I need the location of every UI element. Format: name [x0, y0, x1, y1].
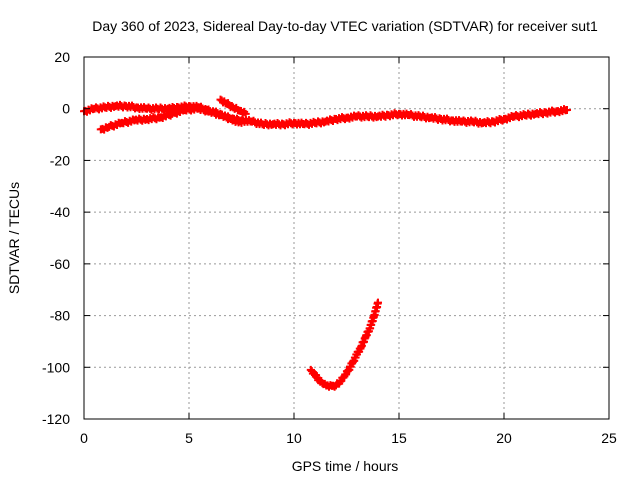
chart-title: Day 360 of 2023, Sidereal Day-to-day VTE… — [92, 18, 598, 34]
data-point — [241, 109, 250, 118]
x-tick-label: 0 — [80, 430, 88, 446]
plot-frame — [83, 56, 610, 420]
data-series — [96, 103, 246, 134]
data-points — [80, 95, 571, 391]
y-tick-label: -80 — [50, 308, 70, 324]
y-axis-label: SDTVAR / TECUs — [6, 182, 22, 294]
y-tick-label: 20 — [54, 49, 70, 65]
y-tick-label: -40 — [50, 204, 70, 220]
x-tick-label: 25 — [601, 430, 617, 446]
x-axis-label: GPS time / hours — [292, 458, 399, 474]
data-series — [216, 95, 250, 118]
y-tick-label: -100 — [42, 359, 70, 375]
data-point — [374, 298, 382, 307]
axis-ticks — [83, 56, 610, 420]
y-tick-label: -20 — [50, 152, 70, 168]
data-point — [563, 106, 571, 115]
x-tick-label: 20 — [496, 430, 512, 446]
x-tick-label: 15 — [391, 430, 407, 446]
tick-labels: 0 5 10 15 20 25 -120 -100 -80 -60 -40 -20 0 20 — [42, 49, 617, 446]
data-point — [237, 118, 246, 127]
y-tick-label: 0 — [62, 101, 70, 117]
x-tick-label: 10 — [286, 430, 302, 446]
x-tick-label: 5 — [185, 430, 193, 446]
y-tick-label: -60 — [50, 256, 70, 272]
y-tick-label: -120 — [42, 411, 70, 427]
data-series — [306, 298, 382, 391]
